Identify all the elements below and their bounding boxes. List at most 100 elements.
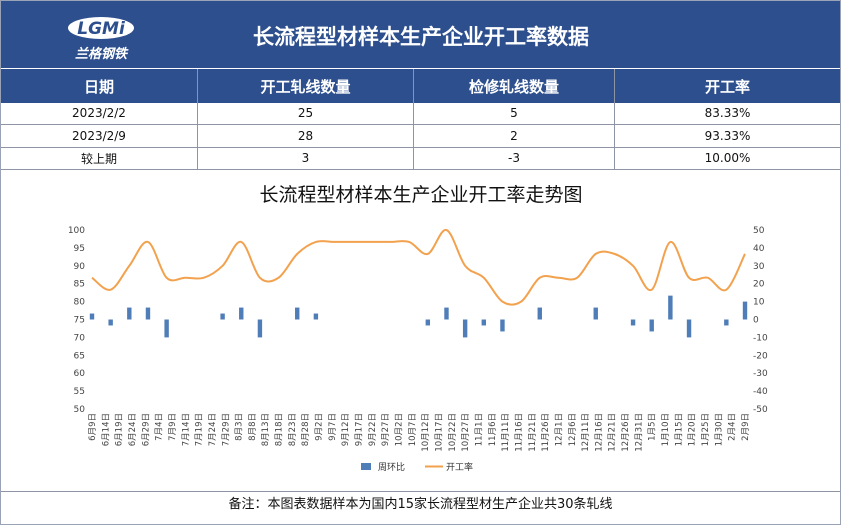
x-tick-label: 9月22日 [368, 413, 378, 446]
bar [649, 319, 654, 332]
bar [220, 313, 225, 320]
bar [724, 319, 729, 326]
x-tick-label: 6月19日 [115, 413, 125, 446]
x-tick-label: 7月19日 [195, 413, 205, 446]
table-cell: -3 [414, 147, 615, 169]
x-tick-label: 9月2日 [315, 413, 325, 441]
y-tick-label: 65 [74, 351, 85, 361]
y-tick-label: 60 [74, 369, 86, 379]
x-tick-label: 9月27日 [381, 413, 391, 446]
bar [462, 319, 468, 338]
x-tick-label: 8月3日 [235, 413, 245, 441]
y2-tick-label: 10 [753, 298, 765, 308]
x-tick-label: 8月18日 [275, 413, 285, 446]
x-tick-label: 8月28日 [301, 413, 311, 446]
header: LGMi 兰格钢铁 长流程型材样本生产企业开工率数据 [1, 1, 840, 68]
y2-tick-label: -30 [753, 369, 768, 379]
table-cell: 10.00% [704, 151, 751, 165]
column-header: 开工轧线数量 [198, 69, 414, 103]
x-tick-label: 1月25日 [701, 413, 711, 446]
note: 备注：本图表数据样本为国内15家长流程型材生产企业共30条轧线 [1, 491, 840, 524]
line [91, 229, 746, 306]
bar [239, 307, 244, 320]
column-header: 开工率 [704, 77, 750, 96]
bar [481, 319, 486, 326]
x-tick-label: 1月10日 [661, 413, 671, 446]
x-tick-label: 12月1日 [554, 413, 564, 446]
x-tick-label: 12月26日 [621, 413, 631, 452]
x-tick-label: 7月24日 [208, 413, 218, 446]
logo-brand: LGMi [77, 19, 126, 39]
x-tick-label: 9月17日 [355, 413, 365, 446]
logo: LGMi 兰格钢铁 [68, 17, 134, 62]
table-cell: 93.33% [704, 128, 751, 143]
y2-tick-label: -40 [753, 387, 768, 397]
y2-tick-label: -10 [753, 333, 768, 343]
bar [742, 301, 748, 320]
bar [425, 319, 431, 326]
table-cell: 2023/2/9 [1, 124, 198, 147]
x-tick-label: 6月14日 [101, 413, 111, 446]
x-tick-label: 8月23日 [288, 413, 298, 446]
y-tick-label: 100 [68, 226, 85, 236]
x-tick-label: 6月24日 [128, 413, 138, 446]
y2-tick-label: 0 [753, 316, 759, 326]
y2-tick-label: 40 [753, 244, 765, 254]
x-tick-label: 1月5日 [648, 413, 658, 441]
column-header: 检修轧线数量 [414, 69, 615, 103]
x-tick-label: 12月21日 [608, 413, 618, 452]
x-tick-label: 9月12日 [341, 413, 351, 446]
logo-name: 兰格钢铁 [75, 46, 129, 62]
x-tick-label: 8月8日 [248, 413, 258, 441]
x-tick-label: 7月9日 [168, 413, 178, 441]
column-header: 日期 [1, 69, 198, 103]
table-row: 较上期 3 -3 10.00% [1, 147, 840, 170]
x-tick-label: 10月27日 [461, 413, 471, 452]
x-tick-label: 9月7日 [328, 413, 338, 441]
x-tick-label: 12月6日 [568, 413, 578, 446]
bar [593, 307, 598, 320]
bar [89, 313, 95, 320]
y-tick-label: 95 [74, 244, 85, 254]
logo-oval [68, 17, 134, 39]
bar [500, 319, 505, 332]
table-cell: 3 [198, 147, 414, 169]
chart-title: 长流程型材样本生产企业开工率走势图 [259, 184, 582, 206]
legend-swatch [361, 463, 371, 470]
header-title: 长流程型材样本生产企业开工率数据 [253, 25, 589, 49]
x-tick-label: 2月9日 [741, 413, 751, 441]
table-cell: 83.33% [704, 106, 751, 120]
legend-label: 周环比 [378, 461, 405, 473]
bar [537, 307, 542, 320]
x-tick-label: 6月9日 [88, 413, 98, 441]
x-tick-label: 7月4日 [155, 413, 165, 441]
x-tick-label: 11月16日 [514, 413, 524, 452]
y2-tick-label: 20 [753, 280, 765, 290]
bar [295, 307, 300, 320]
x-tick-label: 1月30日 [714, 413, 724, 446]
x-tick-label: 7月14日 [181, 413, 191, 446]
bar [257, 319, 263, 338]
chart: 长流程型材样本生产企业开工率走势图 50 55 60 65 70 75 80 85 90 95 10… [68, 184, 768, 473]
x-tick-label: 11月1日 [474, 413, 484, 446]
bar [145, 307, 151, 320]
y-tick-label: 70 [74, 333, 86, 343]
legend-label: 开工率 [446, 461, 473, 473]
table-row: 2023/2/9 28 2 93.33% [1, 124, 840, 148]
table-cell: 较上期 [1, 147, 198, 169]
bar [668, 295, 673, 320]
x-tick-label: 12月16日 [594, 413, 604, 452]
x-tick-label: 6月29日 [141, 413, 151, 446]
y-tick-label: 80 [74, 298, 86, 308]
y-tick-label: 50 [74, 405, 86, 415]
bar [108, 319, 113, 326]
x-tick-label: 8月13日 [261, 413, 271, 446]
x-tick-label: 10月12日 [421, 413, 431, 452]
table-header: 日期 开工轧线数量 检修轧线数量 开工率 [1, 68, 840, 103]
x-tick-label: 11月11日 [501, 413, 511, 452]
y2-tick-label: 50 [753, 226, 765, 236]
table-cell: 28 [198, 124, 414, 147]
x-tick-label: 1月20日 [688, 413, 698, 446]
y-tick-label: 75 [74, 316, 85, 326]
